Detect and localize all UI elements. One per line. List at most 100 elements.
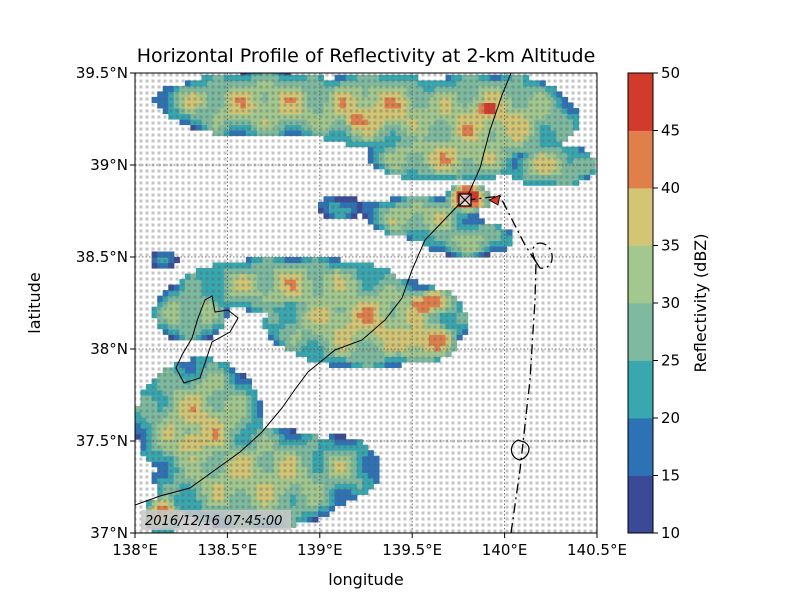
reflectivity-cell xyxy=(401,168,408,175)
reflectivity-cell xyxy=(284,113,291,120)
reflectivity-cell xyxy=(173,433,180,440)
reflectivity-cell xyxy=(373,218,380,225)
reflectivity-cell xyxy=(340,108,347,115)
reflectivity-cell xyxy=(212,96,219,103)
reflectivity-cell xyxy=(268,284,275,291)
reflectivity-cell xyxy=(257,273,264,280)
reflectivity-cell xyxy=(412,135,419,142)
reflectivity-cell xyxy=(179,367,186,374)
reflectivity-cell xyxy=(168,428,175,435)
reflectivity-cell xyxy=(318,466,325,473)
reflectivity-cell xyxy=(340,102,347,109)
reflectivity-cell xyxy=(539,119,546,126)
reflectivity-cell xyxy=(506,146,513,153)
reflectivity-cell xyxy=(329,102,336,109)
reflectivity-cell xyxy=(251,301,258,308)
reflectivity-cell xyxy=(312,108,319,115)
reflectivity-cell xyxy=(234,389,241,396)
reflectivity-cell xyxy=(223,433,230,440)
reflectivity-cell xyxy=(268,472,275,479)
reflectivity-cell xyxy=(451,124,458,131)
reflectivity-cell xyxy=(273,80,280,87)
reflectivity-cell xyxy=(273,74,280,81)
reflectivity-cell xyxy=(245,494,252,501)
reflectivity-cell xyxy=(334,488,341,495)
reflectivity-cell xyxy=(456,312,463,319)
reflectivity-cell xyxy=(301,312,308,319)
reflectivity-cell xyxy=(268,494,275,501)
reflectivity-cell xyxy=(168,328,175,335)
reflectivity-cell xyxy=(556,108,563,115)
reflectivity-cell xyxy=(373,312,380,319)
reflectivity-cell xyxy=(179,428,186,435)
reflectivity-cell xyxy=(279,119,286,126)
reflectivity-cell xyxy=(312,494,319,501)
reflectivity-cell xyxy=(423,85,430,92)
reflectivity-cell xyxy=(378,96,385,103)
reflectivity-cell xyxy=(367,85,374,92)
reflectivity-cell xyxy=(212,411,219,418)
reflectivity-cell xyxy=(240,472,247,479)
reflectivity-cell xyxy=(462,168,469,175)
reflectivity-cell xyxy=(456,246,463,253)
reflectivity-cell xyxy=(428,246,435,253)
reflectivity-cell xyxy=(390,223,397,230)
reflectivity-cell xyxy=(295,290,302,297)
reflectivity-cell xyxy=(323,196,330,203)
reflectivity-cell xyxy=(329,130,336,137)
reflectivity-cell xyxy=(140,444,147,451)
reflectivity-cell xyxy=(456,223,463,230)
reflectivity-cell xyxy=(273,328,280,335)
reflectivity-cell xyxy=(373,334,380,341)
reflectivity-cell xyxy=(356,284,363,291)
reflectivity-cell xyxy=(439,91,446,98)
reflectivity-cell xyxy=(312,102,319,109)
reflectivity-cell xyxy=(384,96,391,103)
reflectivity-cell xyxy=(367,450,374,457)
reflectivity-cell xyxy=(135,411,142,418)
reflectivity-cell xyxy=(234,279,241,286)
reflectivity-cell xyxy=(334,450,341,457)
reflectivity-cell xyxy=(162,499,169,506)
reflectivity-cell xyxy=(417,91,424,98)
reflectivity-cell xyxy=(334,461,341,468)
reflectivity-cell xyxy=(184,108,191,115)
reflectivity-cell xyxy=(312,301,319,308)
reflectivity-cell xyxy=(523,130,530,137)
reflectivity-cell xyxy=(401,157,408,164)
reflectivity-cell xyxy=(306,328,313,335)
reflectivity-cell xyxy=(423,108,430,115)
reflectivity-cell xyxy=(473,96,480,103)
reflectivity-cell xyxy=(434,119,441,126)
reflectivity-cell xyxy=(373,361,380,368)
reflectivity-cell xyxy=(456,185,463,192)
reflectivity-cell xyxy=(367,295,374,302)
reflectivity-cell xyxy=(378,201,385,208)
reflectivity-cell xyxy=(523,135,530,142)
reflectivity-cell xyxy=(428,130,435,137)
reflectivity-cell xyxy=(184,85,191,92)
reflectivity-cell xyxy=(273,295,280,302)
reflectivity-cell xyxy=(257,91,264,98)
reflectivity-cell xyxy=(257,119,264,126)
reflectivity-cell xyxy=(168,290,175,297)
reflectivity-cell xyxy=(351,450,358,457)
reflectivity-cell xyxy=(573,174,580,181)
reflectivity-cell xyxy=(378,146,385,153)
reflectivity-cell xyxy=(462,185,469,192)
reflectivity-cell xyxy=(284,466,291,473)
reflectivity-cell xyxy=(301,455,308,462)
reflectivity-cell xyxy=(162,406,169,413)
reflectivity-cell xyxy=(362,306,369,313)
reflectivity-cell xyxy=(439,85,446,92)
reflectivity-cell xyxy=(295,74,302,81)
reflectivity-cell xyxy=(340,295,347,302)
reflectivity-cell xyxy=(345,279,352,286)
reflectivity-cell xyxy=(340,483,347,490)
reflectivity-cell xyxy=(196,334,203,341)
reflectivity-cell xyxy=(495,246,502,253)
reflectivity-cell xyxy=(356,96,363,103)
reflectivity-cell xyxy=(290,108,297,115)
reflectivity-cell xyxy=(173,91,180,98)
reflectivity-cell xyxy=(284,124,291,131)
